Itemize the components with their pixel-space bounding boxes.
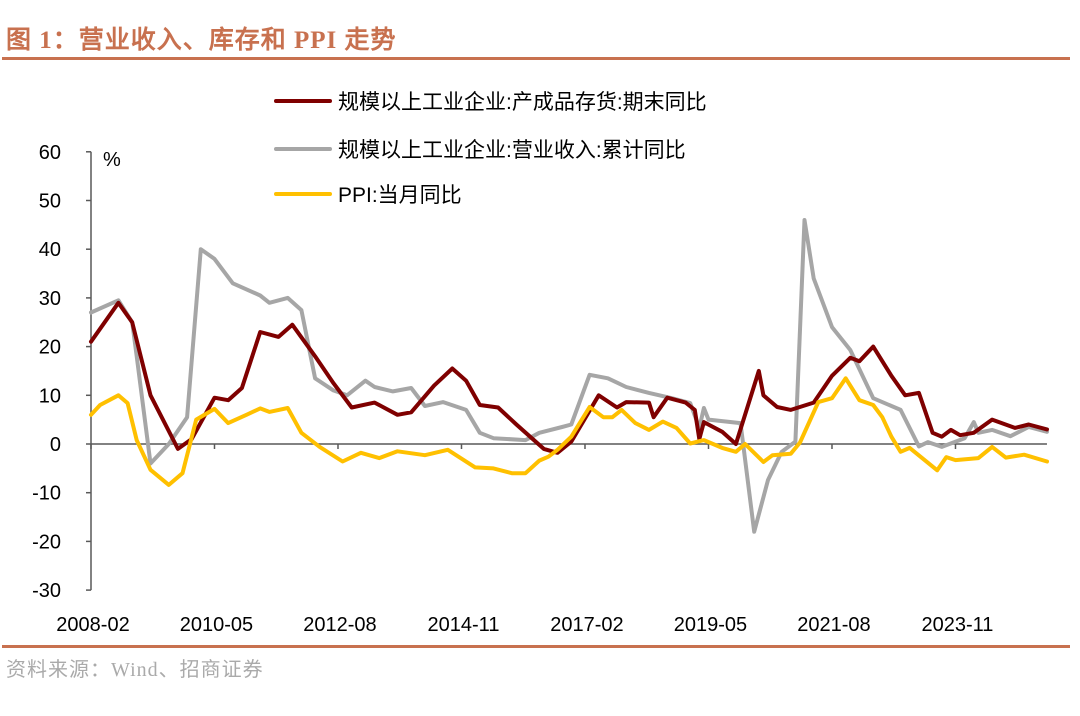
legend-label: 规模以上工业企业:产成品存货:期末同比: [338, 91, 707, 114]
x-tick-label: 2023-11: [922, 614, 994, 636]
y-tick-label: -30: [32, 580, 61, 602]
x-tick-label: 2010-05: [180, 614, 253, 636]
y-tick-label: -10: [32, 483, 61, 505]
series-lines: [89, 218, 1049, 534]
title-divider: [2, 57, 1070, 60]
series-line-2: [89, 376, 1049, 487]
source-note: 资料来源：Wind、招商证券: [6, 659, 264, 681]
axes: -30 -20 -10 0 10 20 30 40 50 60 2008-02 2010-05 2012…: [32, 142, 1047, 636]
source-divider: [2, 645, 1070, 648]
y-tick-label: 60: [39, 142, 61, 164]
x-tick-label: 2012-08: [303, 614, 376, 636]
y-tick-label: 30: [39, 288, 61, 310]
legend-label: 规模以上工业企业:营业收入:累计同比: [338, 139, 686, 162]
y-tick-label: 10: [39, 385, 61, 407]
x-tick-label: 2019-05: [674, 614, 747, 636]
y-tick-label: 50: [39, 191, 61, 213]
y-tick-label: 20: [39, 337, 61, 359]
y-tick-label: -20: [32, 531, 61, 553]
x-tick-label: 2021-08: [797, 614, 870, 636]
series-line-1: [89, 218, 1049, 534]
legend-label: PPI:当月同比: [338, 184, 462, 207]
x-tick-label: 2014-11: [428, 614, 500, 636]
y-tick-label: 40: [39, 239, 61, 261]
series-line-0: [89, 300, 1049, 455]
y-tick-label: 0: [50, 434, 61, 456]
x-tick-label: 2008-02: [56, 614, 129, 636]
figure-title: 图 1：营业收入、库存和 PPI 走势: [6, 27, 397, 54]
y-unit-label: %: [103, 149, 121, 171]
x-tick-label: 2017-02: [550, 614, 623, 636]
